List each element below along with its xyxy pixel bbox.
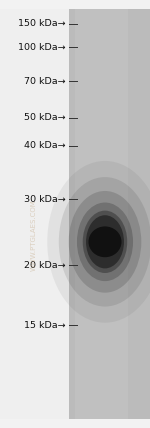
Text: 70 kDa→: 70 kDa→: [24, 77, 66, 86]
Text: 30 kDa→: 30 kDa→: [24, 194, 66, 204]
Text: 15 kDa→: 15 kDa→: [24, 321, 66, 330]
Text: 100 kDa→: 100 kDa→: [18, 42, 66, 52]
Ellipse shape: [83, 211, 127, 273]
Text: 40 kDa→: 40 kDa→: [24, 141, 66, 150]
Bar: [69, 9, 150, 419]
Ellipse shape: [69, 191, 141, 293]
Ellipse shape: [59, 177, 150, 306]
Text: 150 kDa→: 150 kDa→: [18, 19, 66, 28]
Ellipse shape: [47, 161, 150, 323]
Bar: [0, 9, 69, 419]
Ellipse shape: [88, 226, 122, 257]
Ellipse shape: [86, 215, 124, 268]
Bar: [75, 9, 128, 419]
Text: 20 kDa→: 20 kDa→: [24, 261, 66, 270]
Text: WWW.PTGLAES.COM: WWW.PTGLAES.COM: [31, 199, 37, 271]
Text: 50 kDa→: 50 kDa→: [24, 113, 66, 122]
Ellipse shape: [77, 202, 133, 281]
